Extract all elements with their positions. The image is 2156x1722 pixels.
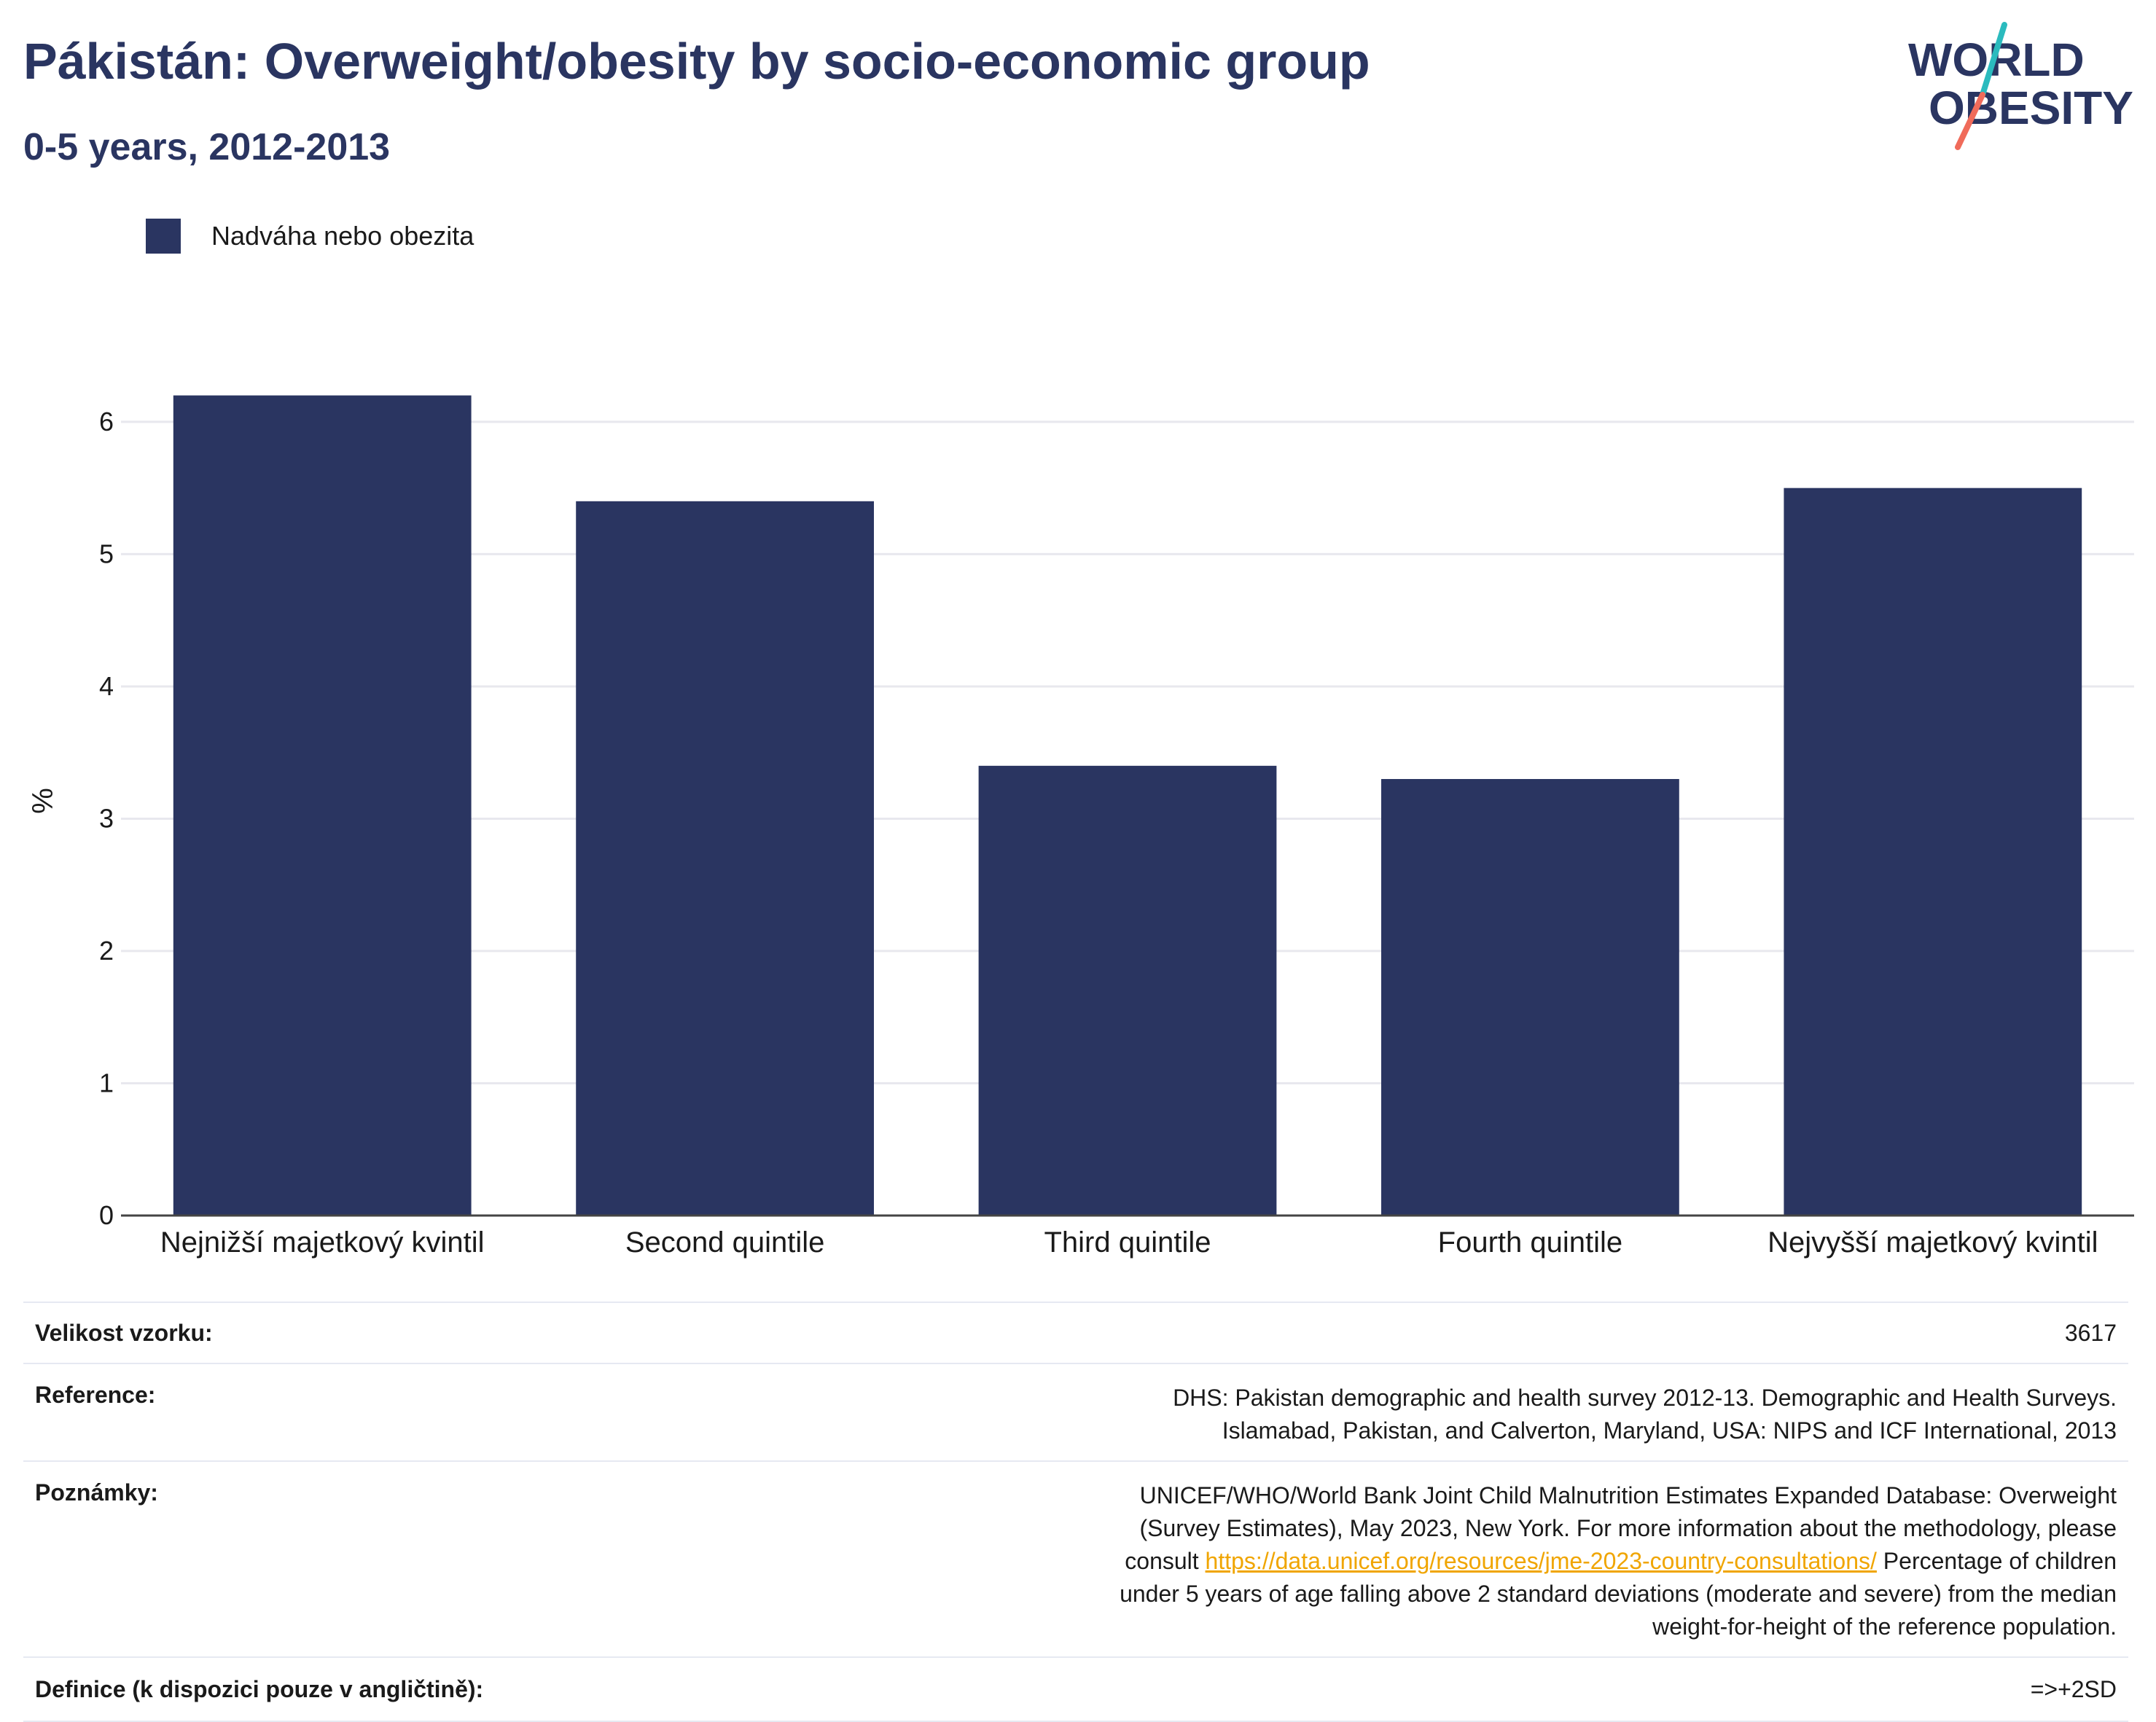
sample-size-label: Velikost vzorku: xyxy=(23,1302,590,1364)
bar xyxy=(576,501,874,1216)
bar xyxy=(978,765,1277,1216)
bar-chart: 0 1 2 3 4 5 6 Nejnižší majetkový kvintil Second … xyxy=(27,395,2134,1259)
x-tick-label: Fourth quintile xyxy=(1438,1226,1622,1259)
sample-size-value: 3617 xyxy=(590,1302,2128,1364)
legend-swatch xyxy=(146,219,181,254)
y-tick-label: 1 xyxy=(99,1068,114,1097)
y-tick-label: 5 xyxy=(99,539,114,568)
logo-slash-bottom xyxy=(1955,92,1985,150)
y-tick-label: 0 xyxy=(99,1200,114,1230)
methodology-link[interactable]: https://data.unicef.org/resources/jme-20… xyxy=(1205,1548,1877,1574)
y-tick-label: 6 xyxy=(99,407,114,437)
logo-slash-top xyxy=(1980,22,2007,98)
world-obesity-logo[interactable]: WORLD OBESITY xyxy=(1902,22,2143,153)
legend-label: Nadváha nebo obezita xyxy=(211,221,474,251)
legend[interactable]: Nadváha nebo obezita xyxy=(146,219,474,254)
notes-text-definition: Percentage of children under 5 years of … xyxy=(1120,1548,2117,1640)
notes-text-source: UNICEF/WHO/World Bank Joint Child Malnut… xyxy=(1125,1482,2117,1574)
logo-text-obesity: OBESITY xyxy=(1929,82,2133,134)
y-tick-label: 2 xyxy=(99,936,114,966)
info-row-notes: Poznámky: UNICEF/WHO/World Bank Joint Ch… xyxy=(23,1461,2128,1658)
chart-subtitle: 0-5 years, 2012-2013 xyxy=(23,126,391,168)
info-row-sample-size: Velikost vzorku: 3617 xyxy=(23,1302,2128,1364)
reference-label: Reference: xyxy=(23,1363,590,1462)
y-tick-label: 3 xyxy=(99,803,114,833)
x-tick-label: Second quintile xyxy=(625,1226,825,1259)
x-tick-label: Nejvyšší majetkový kvintil xyxy=(1768,1226,2098,1259)
definition-label: Definice (k dispozici pouze v angličtině… xyxy=(23,1657,590,1722)
bar xyxy=(1381,779,1679,1216)
x-tick-label: Nejnižší majetkový kvintil xyxy=(160,1226,485,1259)
y-tick-label: 4 xyxy=(99,671,114,701)
notes-label: Poznámky: xyxy=(23,1461,590,1658)
y-axis-label: % xyxy=(27,788,59,814)
bar xyxy=(173,395,472,1216)
info-table: Velikost vzorku: 3617 Reference: DHS: Pa… xyxy=(23,1302,2128,1722)
info-row-reference: Reference: DHS: Pakistan demographic and… xyxy=(23,1363,2128,1462)
notes-value: UNICEF/WHO/World Bank Joint Child Malnut… xyxy=(590,1461,2128,1658)
definition-value: =>+2SD xyxy=(590,1657,2128,1722)
chart-title: Pákistán: Overweight/obesity by socio-ec… xyxy=(23,33,1370,90)
info-row-definition: Definice (k dispozici pouze v angličtině… xyxy=(23,1657,2128,1722)
bar xyxy=(1784,488,2082,1216)
reference-text: DHS: Pakistan demographic and health sur… xyxy=(1173,1385,2117,1444)
reference-value: DHS: Pakistan demographic and health sur… xyxy=(590,1363,2128,1462)
x-tick-label: Third quintile xyxy=(1044,1226,1211,1259)
